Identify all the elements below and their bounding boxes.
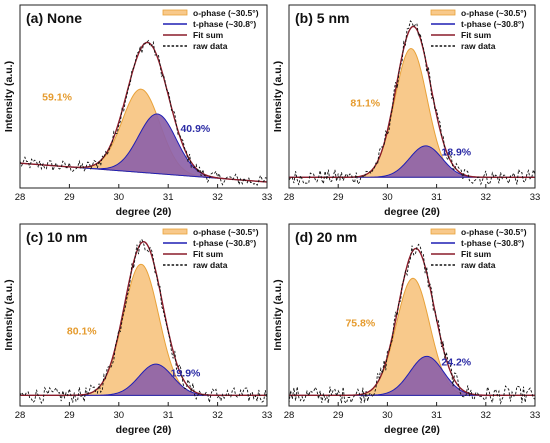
- x-tick-label: 31: [163, 410, 174, 421]
- chart-panel-4: 28 29 30 31 32 33 degree (2θ) Intensity (a.u.) (…: [272, 223, 541, 436]
- legend-swatch-o-phase: [430, 228, 456, 235]
- legend-label: raw data: [461, 260, 496, 270]
- legend-label: t-phase (~30.8°): [193, 238, 256, 248]
- plot-frame: [19, 4, 268, 189]
- panel-title: (c) 10 nm: [26, 229, 87, 245]
- x-tick-label: 28: [15, 192, 26, 203]
- chart-panel-3: 28 29 30 31 32 33 degree (2θ) Intensity (a.u.) (…: [3, 223, 273, 436]
- o-phase-percent-label: 75.8%: [345, 318, 375, 330]
- chart-panel-2: 28 29 30 31 32 33 degree (2θ) Intensity (a.u.) (…: [272, 4, 541, 218]
- t-phase-peak: [289, 145, 535, 178]
- legend-label: Fit sum: [461, 249, 492, 259]
- fit-sum-line: [289, 247, 535, 397]
- legend-label: o-phase (~30.5°): [461, 8, 527, 18]
- panel-title: (a) None: [26, 10, 82, 26]
- y-axis-label: Intensity (a.u.): [272, 61, 284, 132]
- legend-label: o-phase (~30.5°): [193, 8, 259, 18]
- legend-swatch-o-phase: [162, 9, 188, 16]
- x-tick-label: 28: [284, 192, 295, 203]
- raw-data-line: [288, 243, 536, 405]
- t-phase-percent-label: 19.9%: [171, 368, 201, 380]
- t-phase-peak: [20, 363, 267, 396]
- legend-label: o-phase (~30.5°): [193, 227, 259, 237]
- x-tick-label: 33: [262, 410, 273, 421]
- x-tick-label: 29: [333, 192, 344, 203]
- legend-label: t-phase (~30.8°): [461, 238, 524, 248]
- x-tick-label: 29: [64, 192, 75, 203]
- legend-label: raw data: [193, 41, 228, 51]
- x-tick-label: 32: [212, 410, 223, 421]
- o-phase-percent-label: 80.1%: [67, 325, 97, 337]
- x-tick-label: 32: [481, 410, 492, 421]
- x-axis-label: degree (2θ): [384, 424, 440, 436]
- o-phase-percent-label: 81.1%: [350, 98, 380, 110]
- x-tick-label: 31: [431, 192, 442, 203]
- legend-swatch-o-phase: [162, 228, 188, 235]
- legend-swatch-o-phase: [430, 9, 456, 16]
- y-axis-label: Intensity (a.u.): [3, 61, 15, 132]
- legend-label: Fit sum: [193, 30, 224, 40]
- x-tick-label: 30: [114, 192, 125, 203]
- x-tick-label: 33: [262, 192, 273, 203]
- x-tick-label: 29: [64, 410, 75, 421]
- legend-label: raw data: [461, 41, 496, 51]
- t-phase-percent-label: 40.9%: [180, 123, 210, 135]
- x-tick-label: 31: [431, 410, 442, 421]
- fit-sum-line: [289, 25, 535, 178]
- legend-label: o-phase (~30.5°): [461, 227, 527, 237]
- t-phase-percent-label: 18.9%: [441, 146, 471, 158]
- t-phase-peak: [289, 355, 535, 396]
- x-axis-label: degree (2θ): [116, 206, 172, 218]
- plot-frame: [19, 223, 268, 407]
- x-tick-label: 32: [212, 192, 223, 203]
- plot-frame: [288, 4, 536, 189]
- x-tick-label: 33: [530, 192, 541, 203]
- o-phase-percent-label: 59.1%: [42, 91, 72, 103]
- legend-label: t-phase (~30.8°): [461, 19, 524, 29]
- x-tick-label: 31: [163, 192, 174, 203]
- legend-label: Fit sum: [461, 30, 492, 40]
- legend-label: Fit sum: [193, 249, 224, 259]
- y-axis-label: Intensity (a.u.): [272, 279, 284, 350]
- plot-frame: [288, 223, 536, 407]
- t-phase-percent-label: 24.2%: [441, 357, 471, 369]
- x-axis-label: degree (2θ): [116, 424, 172, 436]
- y-axis-label: Intensity (a.u.): [3, 279, 15, 350]
- chart-panel-1: 28 29 30 31 32 33 degree (2θ) Intensity (a.u.) (…: [3, 4, 273, 218]
- legend-label: t-phase (~30.8°): [193, 19, 256, 29]
- x-tick-label: 30: [382, 192, 393, 203]
- raw-data-line: [19, 238, 268, 404]
- x-tick-label: 30: [382, 410, 393, 421]
- x-tick-label: 28: [15, 410, 26, 421]
- x-tick-label: 29: [333, 410, 344, 421]
- x-tick-label: 30: [114, 410, 125, 421]
- panel-title: (b) 5 nm: [295, 10, 349, 26]
- raw-data-line: [19, 39, 268, 187]
- x-axis-label: degree (2θ): [384, 206, 440, 218]
- x-tick-label: 32: [481, 192, 492, 203]
- legend-label: raw data: [193, 260, 228, 270]
- x-tick-label: 33: [530, 410, 541, 421]
- x-tick-label: 28: [284, 410, 295, 421]
- panel-title: (d) 20 nm: [295, 229, 357, 245]
